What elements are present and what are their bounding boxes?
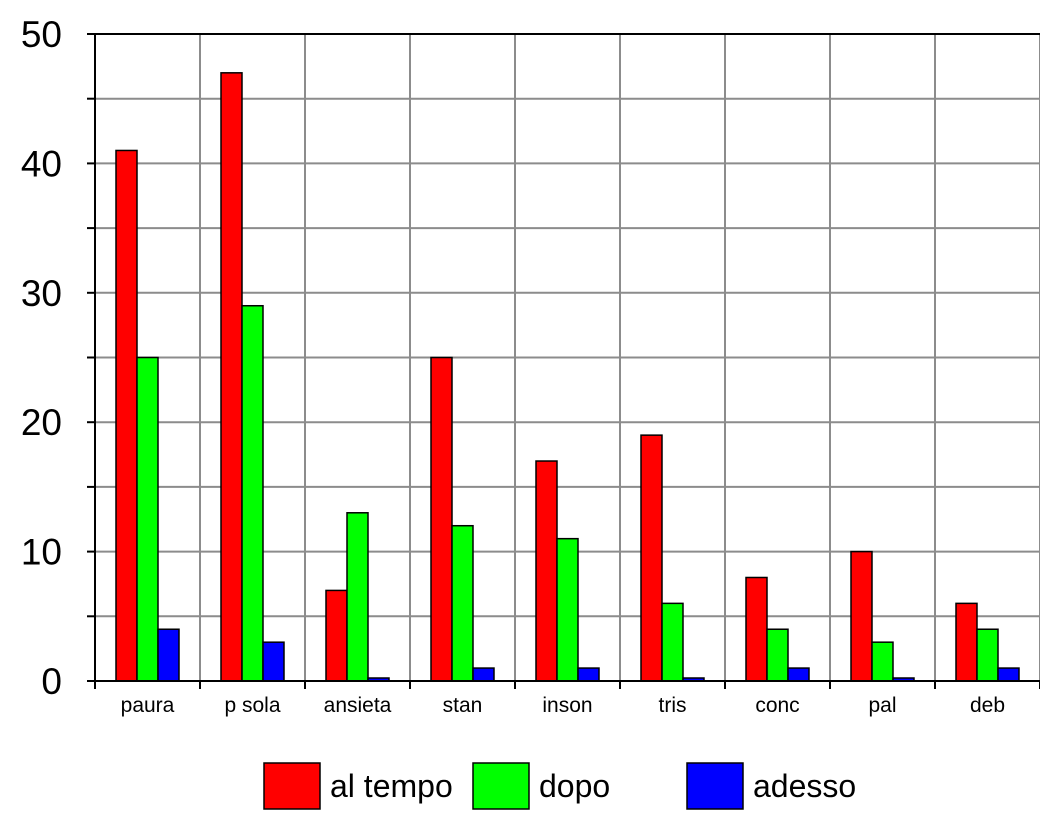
bar-al-tempo-pal [850,550,873,682]
legend-label-dopo: dopo [539,768,610,804]
bar-al-tempo-conc [745,576,768,682]
bar-al-tempo-stan [430,356,453,682]
bar-adesso-paura [157,628,180,682]
grid-lines [95,33,1040,681]
y-tick-label: 30 [21,273,62,314]
bar-al-tempo-paura [115,149,138,682]
x-tick-labels: paura p sola ansieta stan inson tris conc pal de… [121,694,1005,717]
y-tick-label: 40 [21,143,62,184]
bar-dopo-p-sola [241,304,264,682]
x-tick-label: ansieta [324,694,392,717]
bar-al-tempo-p-sola [220,72,243,682]
bar-adesso-deb [997,667,1020,682]
bar-dopo-ansieta [346,512,369,682]
legend-label-al-tempo: al tempo [330,768,453,804]
legend-swatch-adesso [686,762,744,810]
legend-label-adesso: adesso [753,768,856,804]
y-tick-label: 20 [21,402,62,443]
bar-dopo-stan [451,524,474,682]
axes [87,33,1040,689]
bar-dopo-tris [661,602,684,682]
bar-adesso-conc [787,667,810,682]
bar-al-tempo-ansieta [325,589,348,682]
x-tick-label: p sola [224,694,280,717]
bar-al-tempo-deb [955,602,978,682]
bar-al-tempo-tris [640,434,663,682]
x-tick-label: conc [755,694,799,717]
y-tick-label: 50 [21,14,62,55]
bar-dopo-conc [766,628,789,682]
x-tick-label: deb [970,694,1005,717]
x-tick-label: paura [121,694,175,717]
bar-adesso-p-sola [262,641,285,682]
bar-dopo-inson [556,537,579,682]
legend-swatch-dopo [472,762,530,810]
legend: al tempo dopo adesso [263,762,856,810]
x-tick-label: stan [443,694,483,717]
bar-dopo-paura [136,356,159,682]
x-tick-label: tris [659,694,687,717]
bar-adesso-stan [472,667,495,682]
bar-al-tempo-inson [535,460,558,682]
bar-dopo-deb [976,628,999,682]
bar-dopo-pal [871,641,894,682]
y-tick-label: 0 [41,661,62,702]
y-tick-label: 10 [21,532,62,573]
legend-swatch-al-tempo [263,762,321,810]
x-tick-label: pal [868,694,896,717]
bar-adesso-inson [577,667,600,682]
y-tick-labels: 0 10 20 30 40 50 [21,14,62,702]
bars-group [115,72,1020,682]
x-tick-label: inson [542,694,592,717]
